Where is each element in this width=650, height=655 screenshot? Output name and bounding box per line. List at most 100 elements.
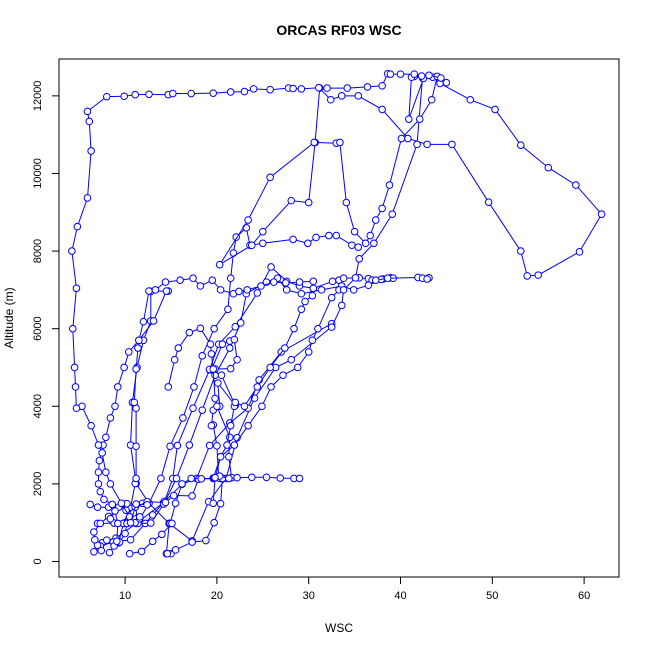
data-point [148, 537, 157, 546]
data-point [174, 344, 183, 352]
data-point [178, 480, 186, 488]
data-point [270, 278, 278, 286]
data-point [337, 301, 346, 310]
data-point [226, 364, 235, 373]
data-point [534, 271, 543, 279]
data-point [282, 286, 291, 294]
data-point [266, 173, 274, 182]
data-point [236, 319, 245, 327]
data-point [147, 519, 155, 527]
data-point [198, 352, 207, 360]
data-point [106, 480, 115, 488]
data-point [243, 286, 251, 294]
series-layer [68, 69, 606, 558]
data-point [96, 519, 105, 528]
series-group [93, 273, 433, 528]
data-point [413, 140, 421, 149]
data-point [185, 328, 194, 337]
data-point [230, 335, 239, 344]
data-point [145, 90, 153, 99]
data-point [151, 286, 160, 294]
data-point [310, 138, 319, 147]
data-point [327, 293, 336, 302]
data-point [226, 88, 235, 96]
data-point [342, 198, 351, 207]
data-point [410, 70, 419, 78]
data-point [328, 277, 337, 286]
y-axis: 0 2000 4000 6000 8000 10000 12000 [32, 81, 60, 565]
data-point [304, 198, 313, 207]
data-point [231, 398, 240, 407]
data-point [94, 468, 103, 477]
data-point [171, 546, 180, 554]
data-point [315, 83, 323, 92]
data-point [215, 260, 224, 269]
data-point [188, 492, 196, 500]
data-point [257, 282, 265, 290]
data-point [325, 231, 333, 240]
data-point [354, 243, 363, 251]
y-tick-label: 8000 [32, 239, 44, 263]
data-point [253, 289, 262, 297]
data-point [121, 529, 129, 538]
data-point [87, 147, 95, 155]
data-point [378, 105, 386, 114]
data-point [404, 115, 413, 123]
data-point [466, 95, 475, 104]
data-point [207, 421, 216, 430]
data-point [226, 274, 235, 283]
data-point [102, 536, 111, 544]
data-point [187, 474, 195, 483]
data-point [244, 421, 252, 430]
data-point [179, 414, 187, 422]
data-point [225, 474, 233, 483]
data-point [126, 518, 135, 527]
data-point [72, 284, 81, 293]
data-point [301, 297, 309, 306]
data-point [83, 194, 92, 202]
data-point [297, 305, 306, 314]
data-point [132, 474, 140, 483]
series-group [163, 324, 236, 558]
data-point [96, 487, 105, 496]
data-point [240, 402, 249, 411]
data-point [211, 473, 219, 482]
y-tick-label: 6000 [32, 316, 44, 340]
data-point [423, 275, 431, 283]
data-point [139, 317, 148, 326]
data-point [132, 365, 140, 373]
data-point [427, 95, 436, 104]
x-tick-label: 40 [394, 590, 406, 602]
data-point [134, 344, 142, 352]
data-point [190, 383, 198, 391]
data-point [244, 216, 252, 224]
data-point [162, 287, 171, 295]
data-point [388, 210, 397, 219]
data-point [378, 204, 386, 213]
series-group [209, 291, 317, 482]
series-line [118, 277, 314, 544]
data-point [259, 227, 267, 236]
data-point [90, 528, 98, 536]
series-group [119, 223, 363, 528]
data-point [172, 474, 181, 483]
data-point [404, 134, 412, 143]
data-point [166, 442, 174, 451]
data-point [383, 274, 392, 283]
data-point [209, 89, 218, 97]
data-point [91, 535, 99, 544]
data-point [83, 107, 92, 116]
data-point [225, 452, 233, 461]
series-line [339, 76, 438, 245]
series-group [386, 70, 451, 87]
data-point [135, 513, 144, 521]
data-point [309, 277, 318, 286]
data-point [323, 84, 331, 92]
data-point [240, 87, 249, 96]
data-point [188, 538, 196, 546]
data-point [297, 289, 306, 298]
data-point [293, 363, 302, 372]
data-point [125, 549, 134, 558]
data-point [233, 473, 241, 482]
